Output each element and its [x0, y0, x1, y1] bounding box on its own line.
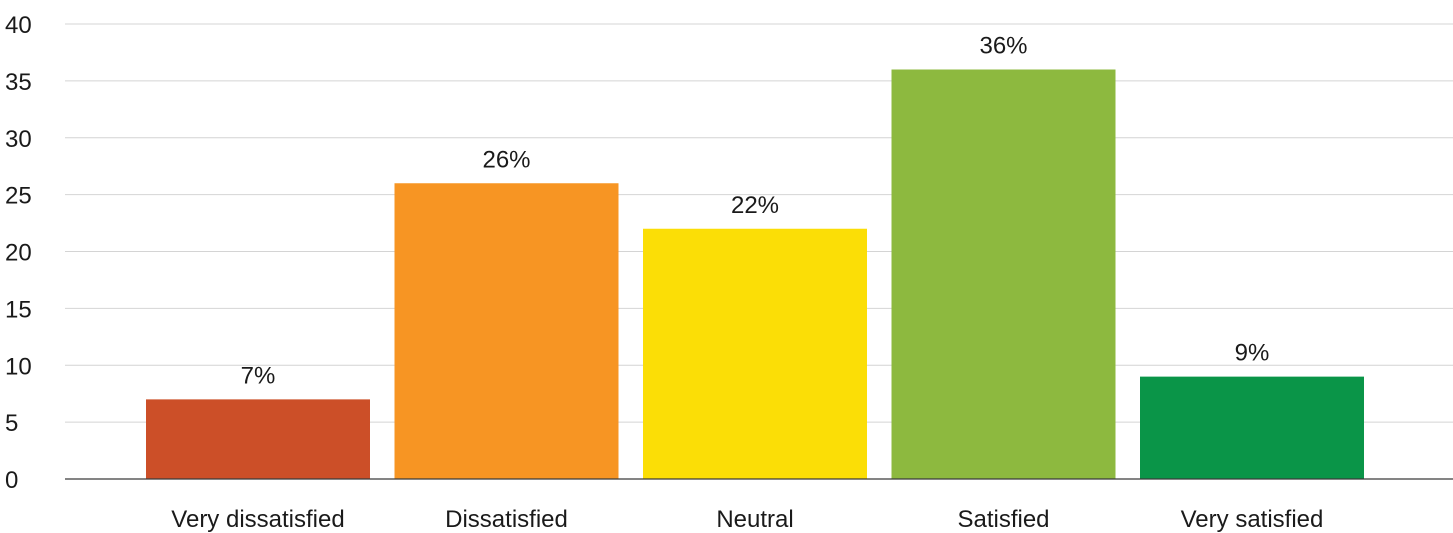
y-tick-label: 10: [5, 353, 32, 380]
y-tick-label: 25: [5, 183, 32, 210]
bars: [146, 69, 1364, 479]
data-label-dissatisfied: 26%: [482, 146, 530, 173]
bar-very-dissatisfied: [146, 399, 370, 479]
bar-satisfied: [891, 69, 1116, 479]
y-axis-ticks: 0 5 10 15 20 25 30 35 40: [5, 12, 32, 494]
bar-very-satisfied: [1140, 376, 1364, 479]
bar-dissatisfied: [394, 183, 619, 479]
y-tick-label: 5: [5, 410, 18, 437]
data-label-neutral: 22%: [731, 192, 779, 219]
bar-neutral: [643, 228, 867, 479]
x-tick-neutral: Neutral: [716, 506, 793, 533]
x-tick-dissatisfied: Dissatisfied: [445, 506, 568, 533]
y-tick-label: 15: [5, 296, 32, 323]
x-tick-satisfied: Satisfied: [957, 506, 1049, 533]
x-tick-very-dissatisfied: Very dissatisfied: [171, 506, 344, 533]
data-label-very-dissatisfied: 7%: [241, 362, 276, 389]
y-tick-label: 35: [5, 69, 32, 96]
y-tick-label: 30: [5, 126, 32, 153]
data-label-very-satisfied: 9%: [1235, 340, 1270, 367]
y-tick-label: 0: [5, 467, 18, 494]
x-axis-ticks: Very dissatisfied Dissatisfied Neutral Sati…: [171, 506, 1323, 533]
data-labels: 7% 26% 22% 36% 9%: [241, 33, 1270, 390]
y-tick-label: 40: [5, 12, 32, 39]
y-tick-label: 20: [5, 240, 32, 267]
data-label-satisfied: 36%: [979, 33, 1027, 60]
x-tick-very-satisfied: Very satisfied: [1181, 506, 1324, 533]
